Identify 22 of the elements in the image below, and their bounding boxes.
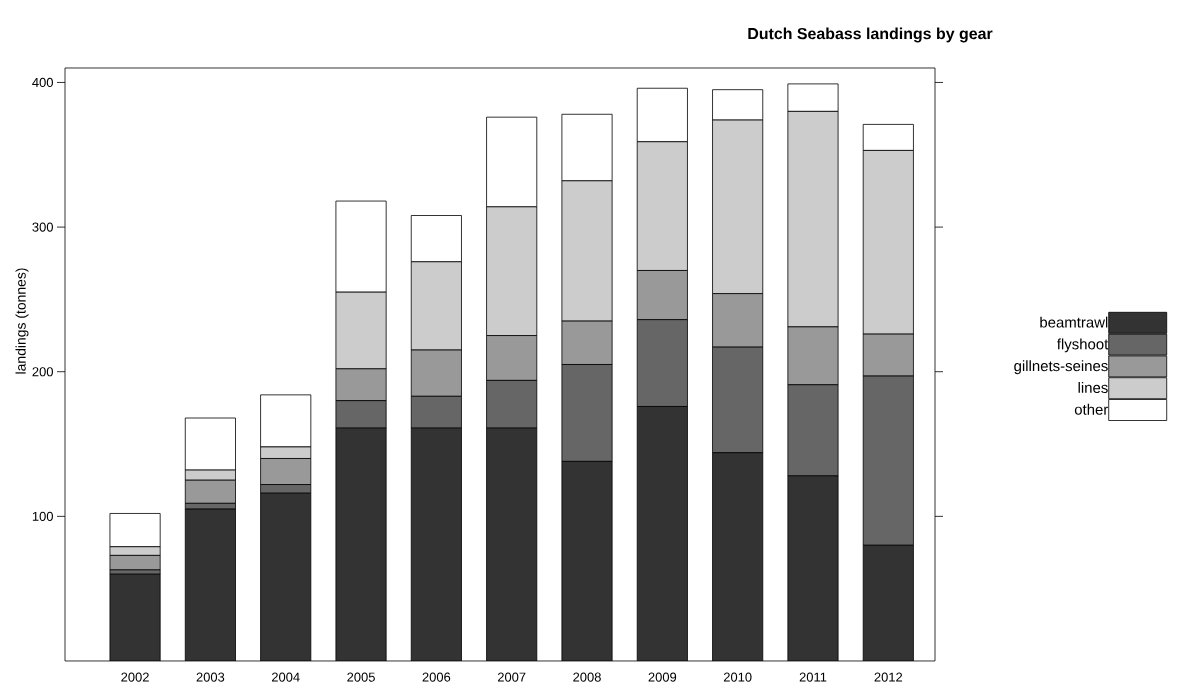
x-tick-label: 2004 bbox=[271, 672, 300, 682]
x-tick-label: 2010 bbox=[723, 672, 752, 682]
x-tick-label: 2008 bbox=[573, 672, 601, 682]
x-tick-label: 2002 bbox=[121, 672, 149, 682]
legend-label: gillnets-seines bbox=[1014, 360, 1108, 375]
y-tick-label: 200 bbox=[32, 367, 53, 377]
x-tick-label: 2005 bbox=[347, 672, 375, 682]
x-tick-label: 2009 bbox=[648, 672, 677, 682]
x-tick-label: 2007 bbox=[497, 672, 526, 682]
x-tick-label: 2006 bbox=[422, 672, 451, 682]
y-tick-label: 100 bbox=[32, 511, 53, 521]
x-tick-label: 2012 bbox=[874, 672, 903, 682]
x-tick-label: 2011 bbox=[799, 672, 827, 682]
legend-label: lines bbox=[1078, 382, 1108, 394]
legend-label: flyshoot bbox=[1057, 338, 1109, 353]
x-tick-label: 2003 bbox=[196, 672, 225, 682]
legend-label: beamtrawl bbox=[1040, 316, 1108, 328]
y-axis-title: landings (tonnes) bbox=[15, 268, 29, 374]
chart-title: Dutch Seabass landings by gear bbox=[748, 27, 993, 43]
y-tick-label: 300 bbox=[32, 222, 53, 232]
y-tick-label: 400 bbox=[32, 77, 53, 88]
legend-label: other bbox=[1074, 403, 1109, 415]
